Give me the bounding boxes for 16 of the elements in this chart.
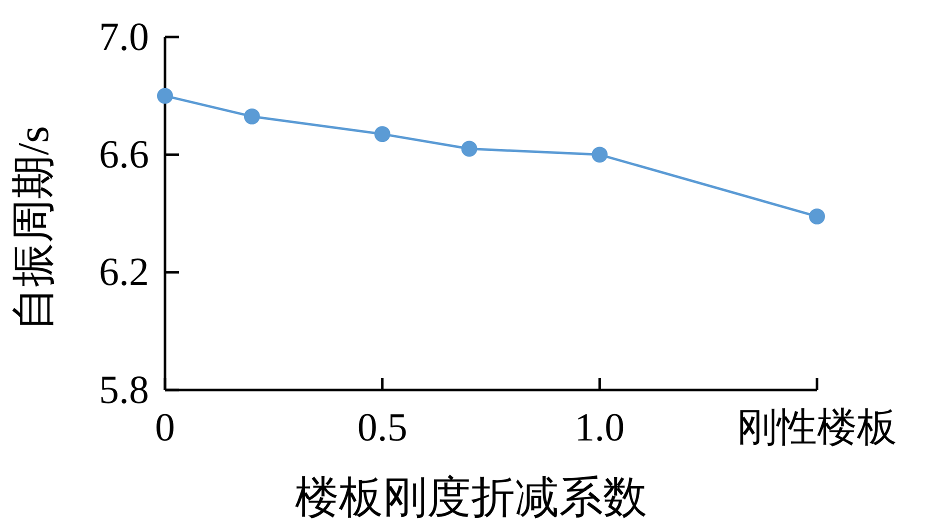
y-tick-label: 7.0 <box>99 14 149 59</box>
y-tick-label: 6.6 <box>99 131 149 176</box>
y-tick-label: 6.2 <box>99 249 149 294</box>
x-tick-label: 刚性楼板 <box>737 404 897 450</box>
point <box>809 208 825 224</box>
x-axis-title: 楼板刚度折减系数 <box>295 473 647 522</box>
point <box>461 140 478 157</box>
point <box>374 126 390 142</box>
y-axis-title: 自振周期/s <box>9 126 58 332</box>
x-tick-label: 0.5 <box>357 404 408 450</box>
y-tick-label: 5.8 <box>99 366 149 412</box>
x-tick-label: 1.0 <box>574 404 625 450</box>
x-tick-label: 0 <box>155 404 175 450</box>
point <box>157 88 173 104</box>
point <box>592 146 608 163</box>
point <box>244 108 260 124</box>
